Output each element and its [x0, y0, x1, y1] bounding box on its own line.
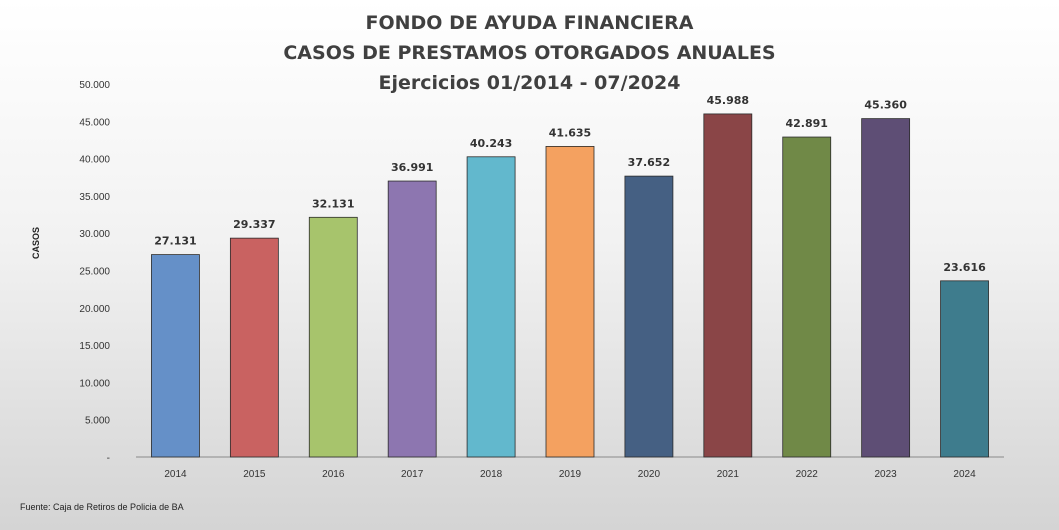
x-tick-label: 2016: [322, 469, 345, 480]
x-tick-label: 2021: [717, 469, 740, 480]
bar-2024: [940, 280, 989, 458]
y-tick-label: 25.000: [79, 267, 110, 278]
x-tick-label: 2019: [559, 469, 582, 480]
bar-2014: [151, 254, 200, 458]
x-tick-label: 2023: [875, 469, 898, 480]
bar-2019: [545, 146, 595, 458]
bar-2023: [861, 118, 911, 458]
x-tick-label: 2022: [796, 469, 819, 480]
data-label-2018: 40.243: [470, 137, 512, 150]
x-tick-label: 2015: [243, 469, 266, 480]
y-tick-label: 5.000: [85, 416, 110, 427]
y-tick-label: 15.000: [79, 341, 110, 352]
y-tick-label: 45.000: [79, 117, 110, 128]
data-label-2015: 29.337: [233, 218, 275, 231]
data-label-2023: 45.360: [864, 99, 907, 112]
x-tick-label: 2018: [480, 469, 503, 480]
x-tick-label: 2020: [638, 469, 661, 480]
data-label-2022: 42.891: [786, 117, 828, 130]
y-tick-label: 30.000: [79, 229, 110, 240]
data-label-2014: 27.131: [154, 235, 196, 248]
data-label-2021: 45.988: [707, 94, 749, 107]
y-tick-label: -: [107, 453, 110, 464]
bar-2016: [308, 216, 358, 458]
bar-2018: [466, 156, 516, 458]
bar-2020: [624, 175, 674, 458]
source-note: Fuente: Caja de Retiros de Policia de BA: [20, 502, 184, 512]
data-label-2020: 37.652: [628, 156, 670, 169]
chart-title: FONDO DE AYUDA FINANCIERA: [365, 12, 694, 34]
y-tick-label: 35.000: [79, 192, 110, 203]
bar-2022: [782, 136, 832, 458]
bar-2017: [387, 180, 437, 458]
data-label-2016: 32.131: [312, 197, 354, 210]
y-tick-label: 20.000: [79, 304, 110, 315]
bar-2021: [703, 113, 753, 458]
data-label-2017: 36.991: [391, 161, 433, 174]
data-label-2019: 41.635: [549, 126, 591, 139]
x-tick-label: 2024: [953, 469, 976, 480]
chart-subtitle: CASOS DE PRESTAMOS OTORGADOS ANUALES: [283, 42, 776, 64]
x-tick-label: 2017: [401, 469, 424, 480]
data-label-2024: 23.616: [943, 261, 986, 274]
y-tick-label: 50.000: [79, 80, 110, 91]
chart-subtitle-period: Ejercicios 01/2014 - 07/2024: [378, 72, 681, 94]
y-tick-label: 40.000: [79, 155, 110, 166]
x-tick-label: 2014: [164, 469, 187, 480]
bar-2015: [229, 237, 279, 458]
y-tick-label: 10.000: [79, 378, 110, 389]
